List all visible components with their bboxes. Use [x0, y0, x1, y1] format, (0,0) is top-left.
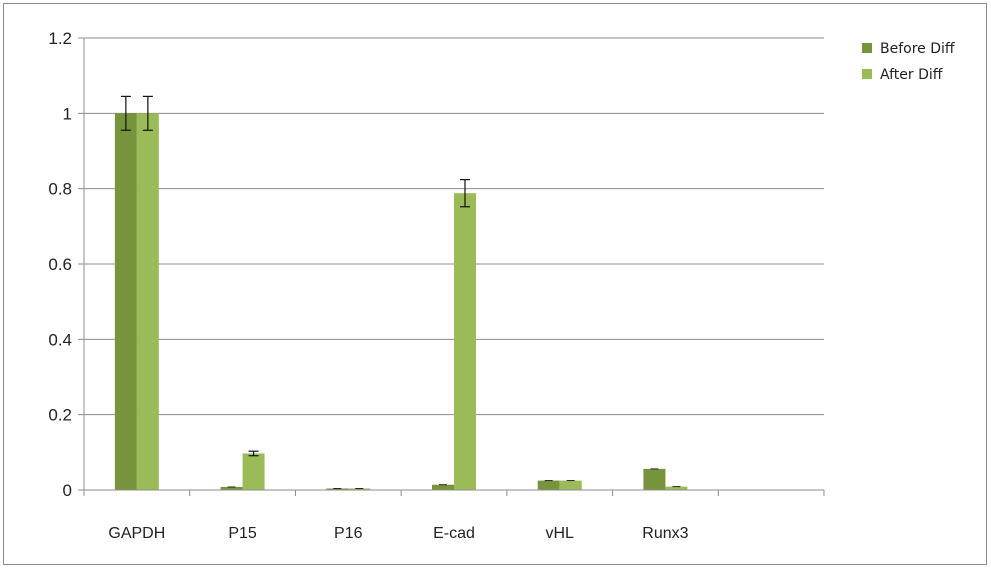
bar-before-diff-e-cad [432, 484, 454, 490]
bar-after-diff-p16 [348, 488, 371, 490]
gridlines [84, 37, 824, 416]
y-tick-label: 0.6 [48, 255, 72, 274]
bar-after-diff-vhl [559, 480, 582, 490]
legend: Before Diff After Diff [862, 41, 955, 83]
x-category-label: E-cad [433, 525, 475, 542]
bar-after-diff-e-cad [454, 193, 476, 491]
legend-label: After Diff [880, 67, 943, 83]
bars [114, 113, 688, 491]
error-bars [120, 95, 681, 489]
y-tick-label: 0.8 [48, 180, 72, 199]
bar-after-diff-runx3 [665, 486, 688, 490]
bar-before-diff-gapdh [114, 113, 137, 490]
bar-before-diff-runx3 [643, 468, 666, 490]
legend-label: Before Diff [880, 41, 955, 57]
x-category-label: GAPDH [108, 525, 165, 542]
bar-before-diff-p16 [326, 488, 349, 490]
x-category-label: Runx3 [642, 525, 688, 542]
y-tick-label: 1 [63, 104, 72, 123]
y-tick-label: 0.4 [48, 330, 72, 349]
bar-after-diff-gapdh [136, 113, 159, 490]
y-tick-label: 1.2 [48, 29, 72, 48]
axes: 0 0.2 0.4 0.6 0.8 1 1.2 GAPDH P15 P16 E-cad vHL Runx… [48, 29, 825, 542]
legend-swatch [862, 69, 872, 79]
x-category-label: P15 [228, 525, 257, 542]
y-tick-label: 0.2 [48, 406, 72, 425]
y-tick-label: 0 [63, 481, 72, 500]
x-category-label: vHL [545, 525, 574, 542]
legend-swatch [862, 43, 872, 53]
bar-before-diff-p15 [220, 486, 243, 490]
bar-before-diff-vhl [537, 480, 560, 490]
chart-frame [3, 3, 987, 565]
x-category-label: P16 [334, 525, 363, 542]
bar-after-diff-p15 [242, 453, 265, 490]
